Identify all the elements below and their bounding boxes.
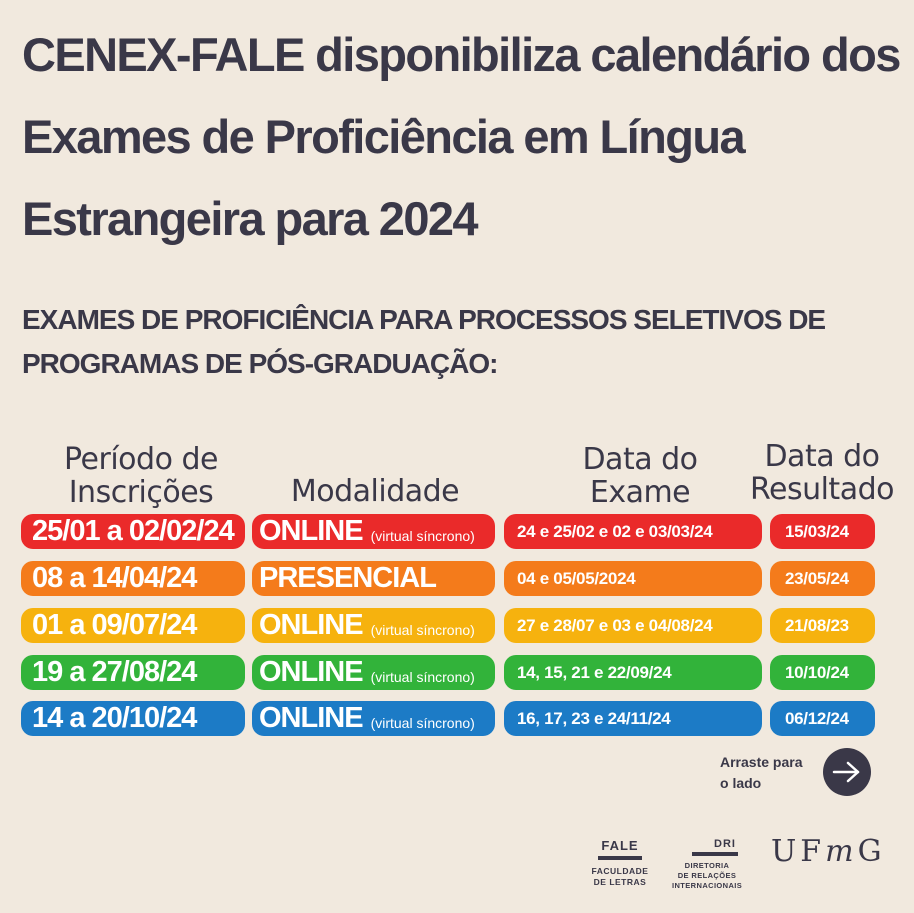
modalidade-note: (virtual síncrono) — [370, 714, 475, 731]
next-slide-button[interactable] — [823, 748, 871, 796]
fale-logo-word: FALE — [601, 838, 639, 853]
column-header-data-exame: Data do Exame — [560, 443, 720, 509]
resultado-cell: 06/12/24 — [770, 701, 875, 736]
arrow-right-icon — [832, 761, 860, 783]
modalidade-label: ONLINE — [259, 656, 364, 688]
dri-logo-line2: DE RELAÇÕES — [677, 871, 737, 880]
periodo-cell: 19 a 27/08/24 — [21, 655, 245, 690]
periodo-cell: 01 a 09/07/24 — [21, 608, 245, 643]
modalidade-cell: PRESENCIAL — [252, 561, 495, 596]
ufmg-logo-m: m — [825, 834, 858, 869]
resultado-cell: 23/05/24 — [770, 561, 875, 596]
data-exame-cell: 16, 17, 23 e 24/11/24 — [504, 701, 762, 736]
modalidade-label: ONLINE — [259, 702, 364, 734]
fale-logo-line2: DE LETRAS — [593, 877, 647, 887]
fale-logo: FALE FACULDADE DE LETRAS — [588, 838, 652, 888]
column-header-periodo-line1: Período de — [64, 442, 218, 477]
dri-logo-line3: INTERNACIONAIS — [672, 881, 743, 890]
column-header-data-resultado-line1: Data do — [764, 439, 880, 474]
resultado-cell: 10/10/24 — [770, 655, 875, 690]
section-subtitle: EXAMES DE PROFICIÊNCIA PARA PROCESSOS SE… — [22, 304, 826, 379]
data-exame-cell: 04 e 05/05/2024 — [504, 561, 762, 596]
dri-logo: DRI DIRETORIA DE RELAÇÕES INTERNACIONAIS — [672, 838, 742, 891]
ufmg-logo-u: U — [771, 834, 801, 869]
data-exame-cell: 14, 15, 21 e 22/09/24 — [504, 655, 762, 690]
column-header-modalidade: Modalidade — [262, 475, 488, 508]
periodo-cell: 25/01 a 02/02/24 — [21, 514, 245, 549]
column-header-periodo: Período de Inscrições — [22, 443, 260, 509]
ufmg-logo-g: G — [857, 834, 886, 869]
column-header-data-resultado: Data do Resultado — [734, 440, 910, 506]
modalidade-label: PRESENCIAL — [259, 562, 437, 594]
modalidade-cell: ONLINE (virtual síncrono) — [252, 701, 495, 736]
modalidade-cell: ONLINE (virtual síncrono) — [252, 608, 495, 643]
swipe-hint-line1: Arraste para — [720, 754, 803, 770]
column-header-data-exame-line1: Data do — [582, 442, 698, 477]
fale-logo-bar — [598, 856, 642, 860]
column-header-modalidade-label: Modalidade — [290, 474, 460, 509]
modalidade-cell: ONLINE (virtual síncrono) — [252, 514, 495, 549]
modalidade-label: ONLINE — [259, 609, 364, 641]
dri-logo-line1: DIRETORIA — [684, 861, 730, 870]
resultado-cell: 21/08/23 — [770, 608, 875, 643]
fale-logo-line1: FACULDADE — [591, 866, 649, 876]
dri-logo-bar — [692, 852, 738, 856]
ufmg-logo-f: F — [800, 834, 826, 869]
data-exame-cell: 24 e 25/02 e 02 e 03/03/24 — [504, 514, 762, 549]
column-header-data-resultado-line2: Resultado — [750, 472, 894, 507]
modalidade-label: ONLINE — [259, 515, 364, 547]
periodo-cell: 08 a 14/04/24 — [21, 561, 245, 596]
column-header-periodo-line2: Inscrições — [68, 475, 214, 510]
swipe-hint-line2: o lado — [720, 775, 762, 791]
resultado-cell: 15/03/24 — [770, 514, 875, 549]
modalidade-note: (virtual síncrono) — [370, 621, 475, 638]
ufmg-logo: UFmG — [771, 834, 886, 869]
data-exame-cell: 27 e 28/07 e 03 e 04/08/24 — [504, 608, 762, 643]
modalidade-note: (virtual síncrono) — [370, 527, 475, 544]
column-header-data-exame-line2: Exame — [589, 475, 691, 510]
page-title: CENEX-FALE disponibiliza calendário dos … — [22, 28, 901, 245]
dri-logo-word: DRI — [714, 838, 736, 850]
swipe-hint: Arraste para o lado — [720, 752, 820, 794]
modalidade-note: (virtual síncrono) — [370, 668, 475, 685]
periodo-cell: 14 a 20/10/24 — [21, 701, 245, 736]
modalidade-cell: ONLINE (virtual síncrono) — [252, 655, 495, 690]
